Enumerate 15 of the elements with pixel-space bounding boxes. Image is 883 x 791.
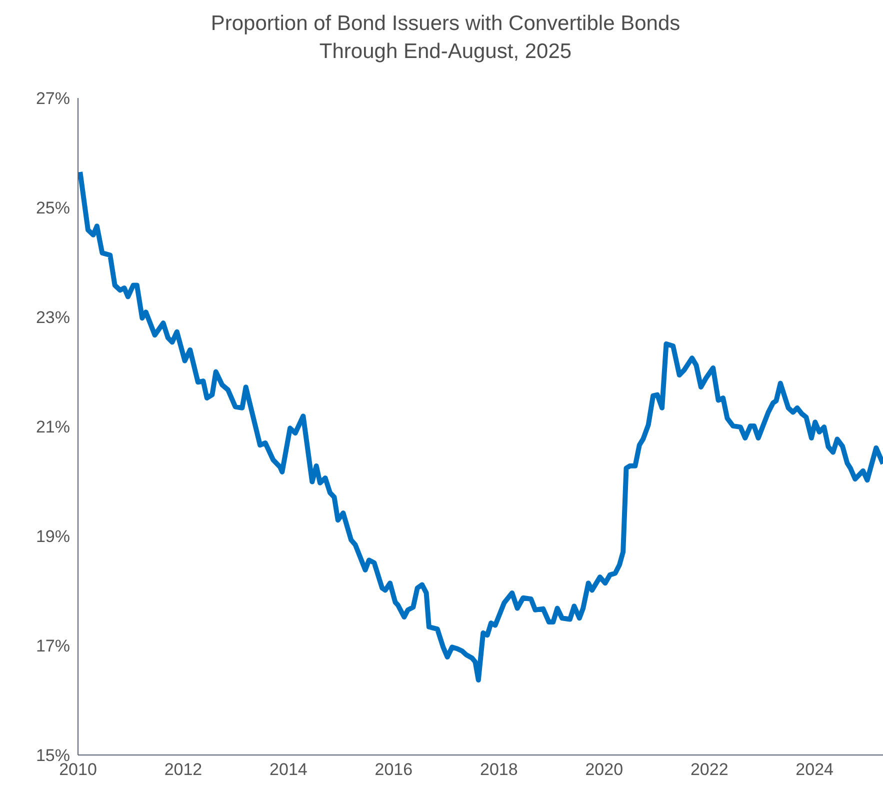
x-tick-label: 2020 — [585, 760, 624, 780]
y-tick-label: 19% — [36, 527, 70, 546]
x-tick-label: 2018 — [480, 760, 518, 780]
y-tick-label: 25% — [36, 198, 70, 218]
chart-title: Proportion of Bond Issuers with Convertible Bonds Through End-August, 2025 — [210, 11, 682, 65]
x-tick-label: 2012 — [164, 760, 202, 780]
x-tick-label: 2022 — [690, 760, 728, 780]
y-tick-label: 21% — [36, 418, 70, 437]
y-tick-label: 17% — [36, 636, 70, 656]
x-tick-label: 2024 — [796, 760, 834, 780]
y-tick-label: 27% — [36, 89, 70, 108]
x-tick-label: 2010 — [59, 760, 97, 780]
x-tick-label: 2016 — [374, 760, 413, 780]
y-tick-label: 23% — [36, 308, 70, 328]
x-tick-label: 2014 — [270, 760, 308, 780]
